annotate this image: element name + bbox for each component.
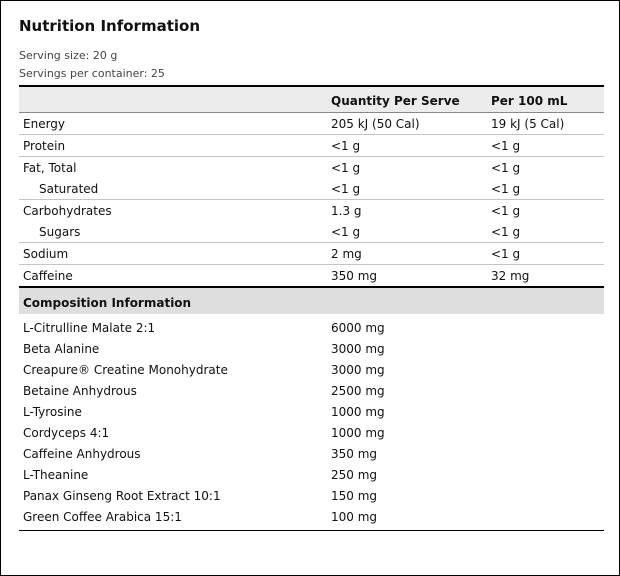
row-divider	[19, 199, 604, 200]
ingredient-name: Beta Alanine	[23, 342, 100, 356]
composition-row: Caffeine Anhydrous 350 mg	[19, 443, 604, 464]
ingredient-name: Cordyceps 4:1	[23, 426, 110, 440]
nutrient-per-100: <1 g	[491, 161, 521, 175]
ingredient-name: Caffeine Anhydrous	[23, 447, 141, 461]
servings-per-container: Servings per container: 25	[19, 67, 165, 80]
nutrient-per-serve: 350 mg	[331, 269, 378, 283]
ingredient-amount: 3000 mg	[331, 342, 385, 356]
row-divider	[19, 242, 604, 243]
nutrient-per-serve: <1 g	[331, 139, 361, 153]
ingredient-amount: 150 mg	[331, 489, 378, 503]
composition-row: Beta Alanine 3000 mg	[19, 338, 604, 359]
panel-title: Nutrition Information	[19, 17, 200, 35]
nutrient-per-serve: 205 kJ (50 Cal)	[331, 117, 420, 131]
serving-size: Serving size: 20 g	[19, 49, 118, 62]
nutrient-per-serve: 2 mg	[331, 247, 362, 261]
nutrient-per-serve: <1 g	[331, 225, 361, 239]
composition-row: Creapure® Creatine Monohydrate 3000 mg	[19, 359, 604, 380]
composition-row: Cordyceps 4:1 1000 mg	[19, 422, 604, 443]
nutrient-per-serve: 1.3 g	[331, 204, 362, 218]
nutrition-row-sub: Saturated <1 g <1 g	[19, 178, 604, 199]
column-header-per-100: Per 100 mL	[491, 94, 568, 108]
ingredient-name: Creapure® Creatine Monohydrate	[23, 363, 228, 377]
nutrient-per-serve: <1 g	[331, 161, 361, 175]
composition-row: L-Theanine 250 mg	[19, 464, 604, 485]
table-bottom-rule	[19, 530, 604, 531]
nutrition-table: Quantity Per Serve Per 100 mL Energy 205…	[19, 85, 604, 531]
nutrient-per-100: <1 g	[491, 139, 521, 153]
nutrition-header-row: Quantity Per Serve Per 100 mL	[19, 87, 604, 112]
ingredient-amount: 100 mg	[331, 510, 378, 524]
nutrient-per-100: <1 g	[491, 225, 521, 239]
nutrient-name: Fat, Total	[23, 161, 77, 175]
composition-row: Green Coffee Arabica 15:1 100 mg	[19, 506, 604, 527]
composition-row: Betaine Anhydrous 2500 mg	[19, 380, 604, 401]
nutrient-per-100: 19 kJ (5 Cal)	[491, 117, 565, 131]
ingredient-name: L-Citrulline Malate 2:1	[23, 321, 156, 335]
nutrient-per-100: <1 g	[491, 247, 521, 261]
nutrient-name: Caffeine	[23, 269, 73, 283]
ingredient-amount: 250 mg	[331, 468, 378, 482]
nutrition-row: Energy 205 kJ (50 Cal) 19 kJ (5 Cal)	[19, 113, 604, 134]
row-divider	[19, 264, 604, 265]
row-divider	[19, 134, 604, 135]
nutrient-name: Sodium	[23, 247, 69, 261]
row-divider	[19, 156, 604, 157]
ingredient-amount: 6000 mg	[331, 321, 385, 335]
ingredient-amount: 1000 mg	[331, 426, 385, 440]
column-header-quantity: Quantity Per Serve	[331, 94, 460, 108]
composition-heading: Composition Information	[23, 296, 192, 310]
ingredient-amount: 350 mg	[331, 447, 378, 461]
nutrient-per-100: 32 mg	[491, 269, 530, 283]
ingredient-amount: 2500 mg	[331, 384, 385, 398]
ingredient-name: Betaine Anhydrous	[23, 384, 137, 398]
composition-row: L-Citrulline Malate 2:1 6000 mg	[19, 317, 604, 338]
nutrient-per-100: <1 g	[491, 204, 521, 218]
ingredient-name: Panax Ginseng Root Extract 10:1	[23, 489, 221, 503]
section-rule	[19, 286, 604, 288]
nutrition-row: Fat, Total <1 g <1 g	[19, 157, 604, 178]
nutrient-name: Energy	[23, 117, 66, 131]
nutrient-per-100: <1 g	[491, 182, 521, 196]
header-divider	[19, 112, 604, 113]
ingredient-name: L-Theanine	[23, 468, 89, 482]
nutrition-row: Carbohydrates 1.3 g <1 g	[19, 200, 604, 221]
nutrient-name: Protein	[23, 139, 66, 153]
ingredient-amount: 1000 mg	[331, 405, 385, 419]
nutrition-row: Caffeine 350 mg 32 mg	[19, 265, 604, 286]
table-top-rule	[19, 85, 604, 87]
ingredient-name: Green Coffee Arabica 15:1	[23, 510, 182, 524]
ingredient-amount: 3000 mg	[331, 363, 385, 377]
nutrition-row: Sodium 2 mg <1 g	[19, 243, 604, 264]
composition-row: L-Tyrosine 1000 mg	[19, 401, 604, 422]
nutrient-name: Sugars	[39, 225, 81, 239]
nutrient-per-serve: <1 g	[331, 182, 361, 196]
composition-row: Panax Ginseng Root Extract 10:1 150 mg	[19, 485, 604, 506]
ingredient-name: L-Tyrosine	[23, 405, 82, 419]
nutrient-name: Saturated	[39, 182, 99, 196]
nutrition-row-sub: Sugars <1 g <1 g	[19, 221, 604, 242]
nutrition-row: Protein <1 g <1 g	[19, 135, 604, 156]
composition-header: Composition Information	[19, 288, 604, 314]
nutrient-name: Carbohydrates	[23, 204, 112, 218]
